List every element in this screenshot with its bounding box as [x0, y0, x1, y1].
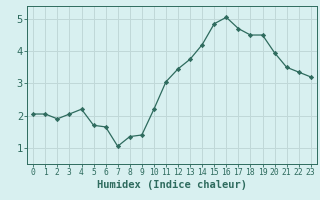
X-axis label: Humidex (Indice chaleur): Humidex (Indice chaleur) — [97, 180, 247, 190]
